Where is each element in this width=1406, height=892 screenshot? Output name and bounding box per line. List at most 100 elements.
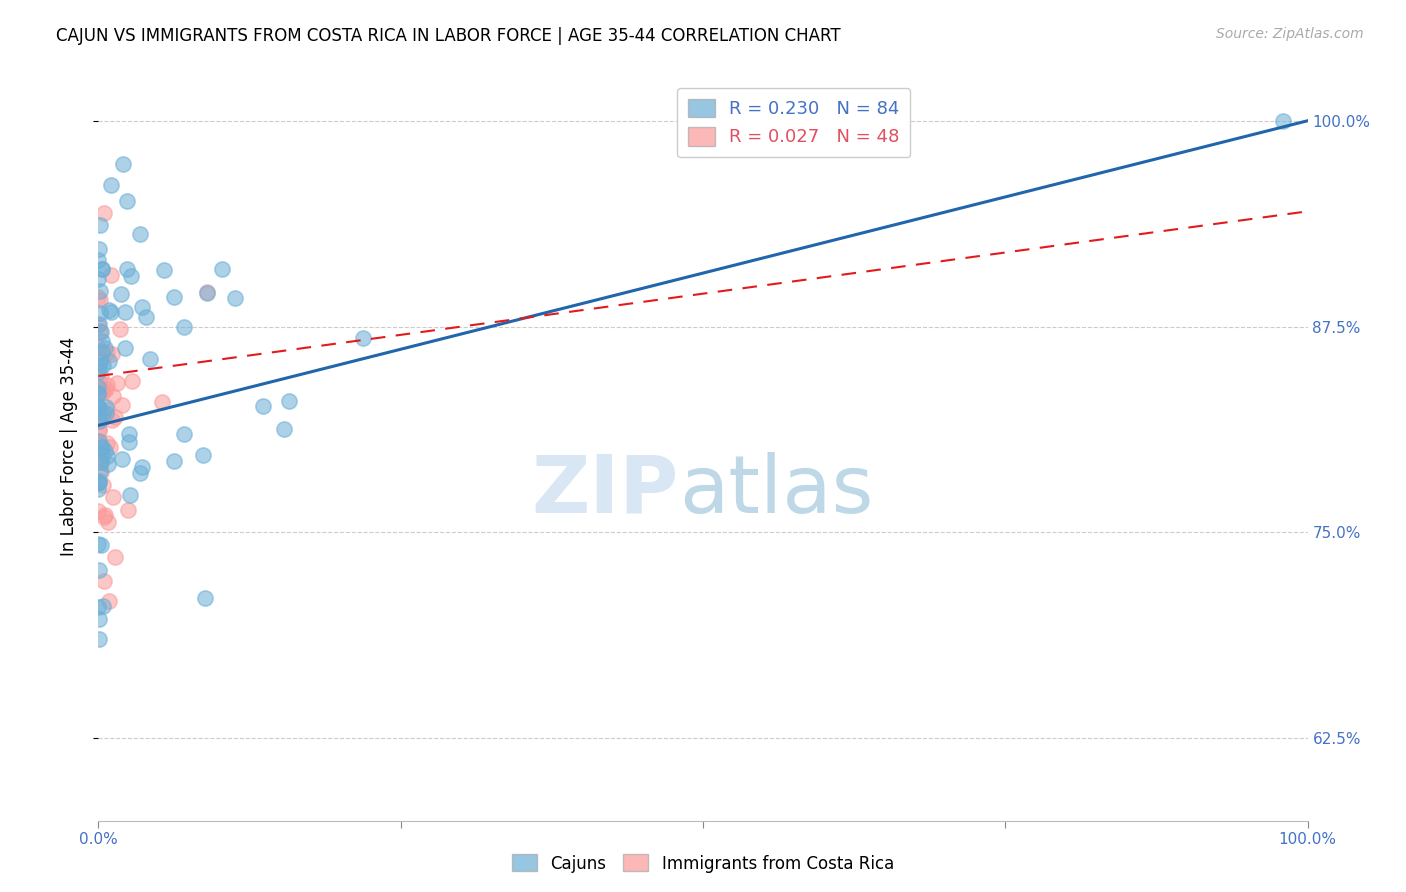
Point [100,178,122,193]
Point [87,475,110,490]
Point [97,458,120,472]
Point [89,219,111,233]
Point [96,435,118,450]
Point [87,340,110,354]
Y-axis label: In Labor Force | Age 35-44: In Labor Force | Age 35-44 [59,336,77,556]
Point [1272,113,1295,128]
Point [89,632,111,646]
Point [135,310,157,324]
Point [87,413,110,427]
Point [139,352,162,367]
Point [87,361,110,376]
Point [120,268,142,283]
Point [128,466,150,480]
Point [273,422,295,436]
Point [87,423,110,437]
Point [90,352,112,367]
Point [91,334,114,348]
Point [105,376,128,390]
Point [87,318,110,332]
Point [93,574,115,588]
Text: ZIP: ZIP [531,452,679,530]
Point [91,345,114,359]
Point [162,290,184,304]
Point [104,410,127,425]
Point [173,319,195,334]
Point [87,563,110,577]
Point [91,478,114,492]
Point [98,303,121,318]
Point [90,538,112,552]
Point [111,451,134,466]
Point [89,464,111,478]
Point [96,378,118,392]
Point [153,263,176,277]
Point [87,409,110,424]
Point [100,304,122,318]
Point [97,515,120,529]
Point [121,374,143,388]
Point [94,341,117,355]
Point [93,509,115,524]
Point [90,440,112,454]
Point [163,454,186,468]
Point [87,503,110,517]
Point [87,399,110,413]
Point [91,449,114,463]
Point [87,611,110,625]
Point [90,385,112,400]
Point [89,324,111,338]
Point [87,434,110,448]
Point [87,474,110,488]
Point [93,205,115,219]
Point [87,536,110,550]
Point [211,261,233,276]
Point [191,448,214,462]
Point [98,440,121,454]
Point [96,449,118,463]
Point [90,455,112,469]
Point [128,227,150,241]
Point [87,380,110,394]
Point [101,490,124,504]
Legend: R = 0.230   N = 84, R = 0.027   N = 48: R = 0.230 N = 84, R = 0.027 N = 48 [676,88,911,157]
Point [91,358,114,372]
Point [131,300,153,314]
Point [104,549,127,564]
Point [87,475,110,489]
Text: atlas: atlas [679,452,873,530]
Point [101,412,124,426]
Point [131,459,153,474]
Point [118,427,141,442]
Point [96,344,118,359]
Point [87,386,110,401]
Point [87,272,110,286]
Legend: Cajuns, Immigrants from Costa Rica: Cajuns, Immigrants from Costa Rica [506,847,900,880]
Point [90,262,112,277]
Point [90,455,112,469]
Text: Source: ZipAtlas.com: Source: ZipAtlas.com [1216,27,1364,41]
Point [108,322,131,336]
Point [94,407,117,421]
Point [89,401,111,415]
Point [96,403,118,417]
Point [110,286,132,301]
Point [98,594,121,608]
Point [87,423,110,437]
Point [87,317,110,331]
Text: CAJUN VS IMMIGRANTS FROM COSTA RICA IN LABOR FORCE | AGE 35-44 CORRELATION CHART: CAJUN VS IMMIGRANTS FROM COSTA RICA IN L… [56,27,841,45]
Point [89,306,111,320]
Point [173,426,195,441]
Point [87,252,110,267]
Point [91,382,114,396]
Point [111,156,134,170]
Point [87,386,110,401]
Point [115,194,138,209]
Point [89,355,111,369]
Point [252,400,274,414]
Point [87,289,110,303]
Point [87,452,110,467]
Point [90,369,112,384]
Point [120,488,142,502]
Point [98,354,121,368]
